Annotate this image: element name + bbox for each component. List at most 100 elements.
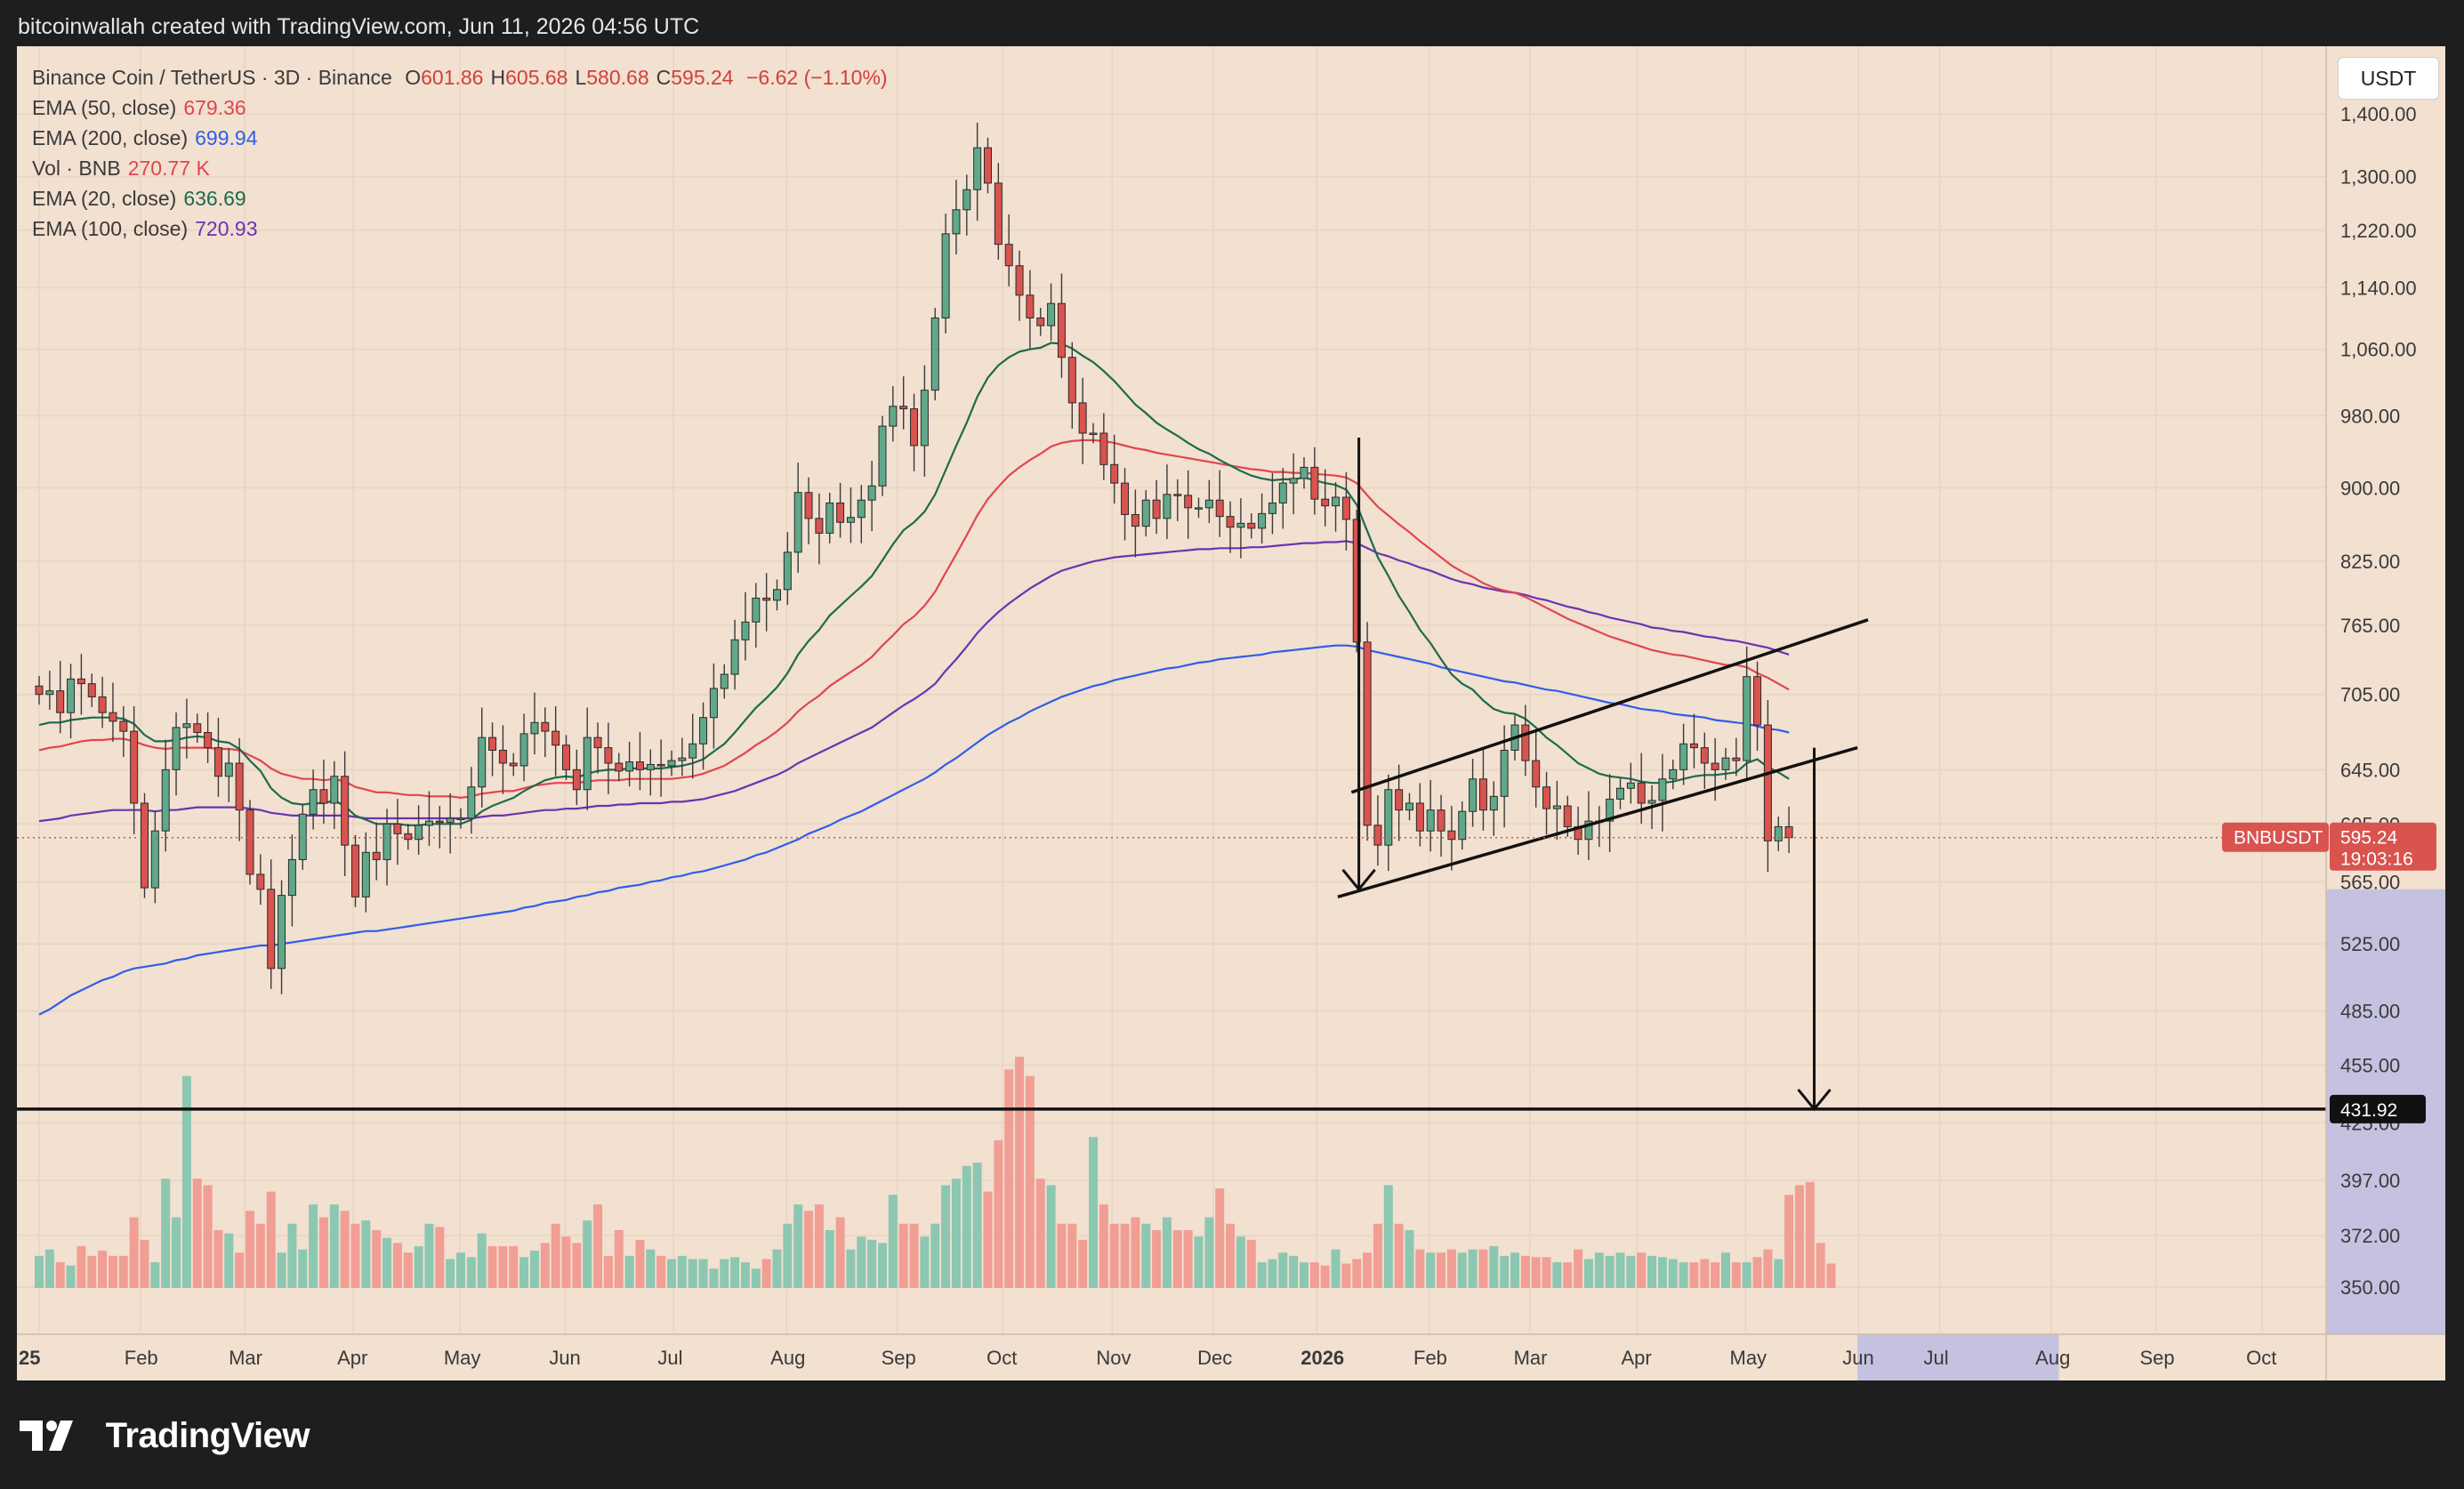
candle[interactable] xyxy=(1026,270,1035,350)
candle[interactable] xyxy=(552,705,560,777)
candle[interactable] xyxy=(1616,777,1624,809)
candle[interactable] xyxy=(667,750,676,777)
candle[interactable] xyxy=(45,671,54,711)
candle[interactable] xyxy=(1078,377,1087,464)
candle[interactable] xyxy=(615,753,624,782)
candlesticks[interactable] xyxy=(35,123,1793,994)
candle[interactable] xyxy=(699,702,708,770)
candle[interactable] xyxy=(98,676,107,728)
price-chart[interactable]: 1,400.00 1,300.00 1,220.00 1,140.00 1,060.00… xyxy=(17,46,2445,1380)
candle[interactable] xyxy=(235,737,244,841)
candle[interactable] xyxy=(56,661,65,734)
candle[interactable] xyxy=(161,739,170,852)
candle[interactable] xyxy=(1606,774,1614,853)
candle[interactable] xyxy=(1679,723,1688,785)
candle[interactable] xyxy=(1721,747,1730,780)
candle[interactable] xyxy=(1226,501,1235,553)
candle[interactable] xyxy=(1521,704,1530,777)
candle[interactable] xyxy=(899,376,908,430)
candle[interactable] xyxy=(319,760,328,825)
candle[interactable] xyxy=(1121,468,1130,541)
candle[interactable] xyxy=(488,722,497,777)
candle[interactable] xyxy=(35,675,44,705)
candle[interactable] xyxy=(846,487,855,543)
indicator-row[interactable]: EMA (50, close) 679.36 xyxy=(32,93,888,123)
candle[interactable] xyxy=(1574,806,1582,856)
candle[interactable] xyxy=(1489,781,1498,836)
candle[interactable] xyxy=(1152,479,1161,535)
candle[interactable] xyxy=(435,806,444,849)
candle[interactable] xyxy=(1763,699,1772,873)
candle[interactable] xyxy=(467,767,476,834)
candle[interactable] xyxy=(193,713,202,743)
candle[interactable] xyxy=(1047,283,1056,342)
candle[interactable] xyxy=(1015,250,1024,321)
candle[interactable] xyxy=(1289,453,1298,514)
candle[interactable] xyxy=(1753,661,1762,752)
candle[interactable] xyxy=(404,823,413,850)
candle[interactable] xyxy=(1669,760,1678,790)
candle[interactable] xyxy=(1278,468,1287,529)
candle[interactable] xyxy=(867,461,876,532)
candle[interactable] xyxy=(541,707,550,758)
candle[interactable] xyxy=(1595,806,1604,848)
candle[interactable] xyxy=(1310,447,1319,515)
candle[interactable] xyxy=(456,808,465,829)
candle[interactable] xyxy=(783,532,792,606)
candle[interactable] xyxy=(994,163,1003,260)
candle[interactable] xyxy=(130,705,139,834)
candle[interactable] xyxy=(1637,753,1646,825)
candle[interactable] xyxy=(941,213,950,334)
candle[interactable] xyxy=(730,619,739,690)
candle[interactable] xyxy=(1184,470,1193,539)
candle[interactable] xyxy=(1215,470,1224,537)
candle[interactable] xyxy=(141,793,149,898)
candle[interactable] xyxy=(1268,472,1276,535)
candle[interactable] xyxy=(1341,471,1350,551)
candle[interactable] xyxy=(741,592,750,661)
indicator-row[interactable]: EMA (200, close) 699.94 xyxy=(32,123,888,153)
candle[interactable] xyxy=(1036,308,1045,336)
candle[interactable] xyxy=(709,663,718,749)
candle[interactable] xyxy=(1447,806,1456,871)
candle[interactable] xyxy=(1552,780,1561,841)
candle[interactable] xyxy=(773,579,781,611)
candle[interactable] xyxy=(1067,342,1076,429)
candle[interactable] xyxy=(720,664,729,699)
candle[interactable] xyxy=(246,800,254,885)
candle[interactable] xyxy=(267,859,276,989)
candle[interactable] xyxy=(1089,423,1098,444)
candle[interactable] xyxy=(1711,737,1719,801)
candle[interactable] xyxy=(793,463,802,573)
candle[interactable] xyxy=(1247,512,1256,539)
candle[interactable] xyxy=(1236,498,1245,559)
candle[interactable] xyxy=(351,834,359,907)
candle[interactable] xyxy=(382,809,391,886)
candle[interactable] xyxy=(1658,753,1667,832)
candle[interactable] xyxy=(424,791,433,846)
candle[interactable] xyxy=(1437,794,1445,857)
indicator-row[interactable]: EMA (100, close) 720.93 xyxy=(32,213,888,244)
candle[interactable] xyxy=(1478,749,1487,831)
candle[interactable] xyxy=(572,749,581,806)
candle[interactable] xyxy=(298,803,307,870)
candle[interactable] xyxy=(478,707,487,808)
candle[interactable] xyxy=(604,722,613,794)
candle[interactable] xyxy=(1332,482,1341,532)
candle[interactable] xyxy=(87,673,96,707)
candle[interactable] xyxy=(1542,771,1551,835)
candle[interactable] xyxy=(1057,273,1066,378)
candle[interactable] xyxy=(952,180,961,254)
candle[interactable] xyxy=(1700,732,1709,789)
indicator-row[interactable]: Vol · BNB 270.77 K xyxy=(32,153,888,183)
candle[interactable] xyxy=(1352,509,1361,653)
candle[interactable] xyxy=(1110,434,1119,504)
candle[interactable] xyxy=(361,832,370,913)
candle[interactable] xyxy=(1732,737,1741,777)
candle[interactable] xyxy=(962,174,971,236)
candle[interactable] xyxy=(372,822,381,881)
candle[interactable] xyxy=(910,393,919,471)
candle[interactable] xyxy=(920,365,929,477)
candle[interactable] xyxy=(836,482,845,538)
candle[interactable] xyxy=(1626,762,1635,804)
